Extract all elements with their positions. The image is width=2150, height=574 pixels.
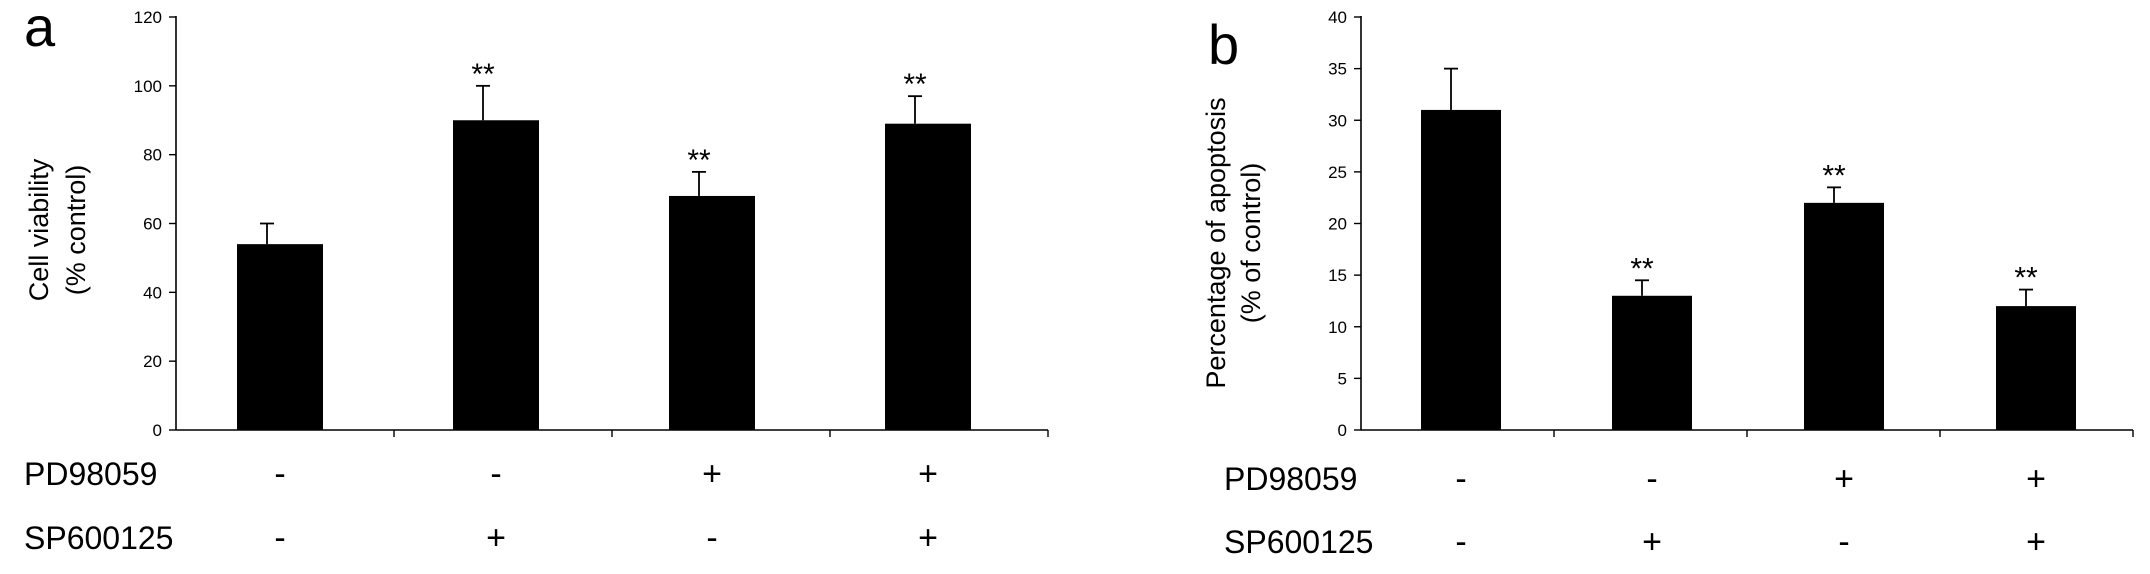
y-tick-label: 40 [143, 283, 162, 302]
y-axis-label: (% of control) [1236, 163, 1266, 324]
y-tick-label: 25 [1328, 163, 1347, 182]
chart-panel-a: a Cell viability (% control) 0 20 40 60 80 100 12… [24, 0, 1049, 557]
bar [453, 120, 539, 430]
chart-panel-b: b Percentage of apoptosis (% of control) 0 5… [1201, 8, 2134, 561]
y-tick-label: 0 [1338, 421, 1347, 440]
treatment-sign: + [1834, 460, 1854, 498]
y-tick-label: 35 [1328, 60, 1347, 79]
treatment-sign: - [274, 519, 285, 557]
treatment-sign: - [1838, 523, 1849, 561]
treatment-sign: + [1642, 523, 1662, 561]
treatment-sign: - [1646, 460, 1657, 498]
y-axis-label: Cell viability [24, 158, 54, 301]
bar [1612, 295, 1692, 430]
y-tick-label: 80 [143, 146, 162, 165]
treatment-label: SP600125 [1224, 524, 1373, 560]
bar [237, 244, 323, 430]
y-axis-label: (% control) [61, 165, 91, 296]
y-tick-label: 60 [143, 215, 162, 234]
treatment-sign: - [274, 455, 285, 493]
bar [885, 123, 971, 431]
y-tick-label: 10 [1328, 318, 1347, 337]
treatment-label: PD98059 [1224, 461, 1357, 497]
treatment-label: PD98059 [24, 456, 157, 492]
treatment-sign: - [1455, 523, 1466, 561]
significance-marker: ** [471, 58, 495, 91]
bar [1421, 109, 1501, 431]
significance-marker: ** [1630, 252, 1654, 285]
significance-marker: ** [903, 68, 927, 101]
bar [669, 195, 755, 430]
y-tick-label: 0 [153, 421, 162, 440]
significance-marker: ** [687, 144, 711, 177]
panel-label: a [24, 0, 56, 58]
y-tick-label: 30 [1328, 111, 1347, 130]
treatment-sign: + [486, 519, 506, 557]
y-tick-label: 120 [134, 8, 162, 27]
bar [1804, 202, 1884, 430]
treatment-sign: - [706, 519, 717, 557]
treatment-sign: - [1455, 460, 1466, 498]
treatment-sign: + [702, 455, 722, 493]
y-tick-label: 40 [1328, 8, 1347, 27]
treatment-label: SP600125 [24, 520, 173, 556]
y-tick-label: 20 [143, 352, 162, 371]
y-axis-label: Percentage of apoptosis [1201, 97, 1231, 388]
treatment-sign: + [918, 519, 938, 557]
y-tick-label: 20 [1328, 215, 1347, 234]
panel-label: b [1208, 13, 1239, 76]
y-tick-label: 15 [1328, 266, 1347, 285]
treatment-sign: + [918, 455, 938, 493]
bar [1996, 306, 2076, 430]
y-tick-label: 5 [1338, 369, 1347, 388]
treatment-sign: + [2026, 523, 2046, 561]
y-tick-label: 100 [134, 77, 162, 96]
significance-marker: ** [1822, 159, 1846, 192]
treatment-sign: + [2026, 460, 2046, 498]
treatment-sign: - [490, 455, 501, 493]
significance-marker: ** [2014, 262, 2038, 295]
